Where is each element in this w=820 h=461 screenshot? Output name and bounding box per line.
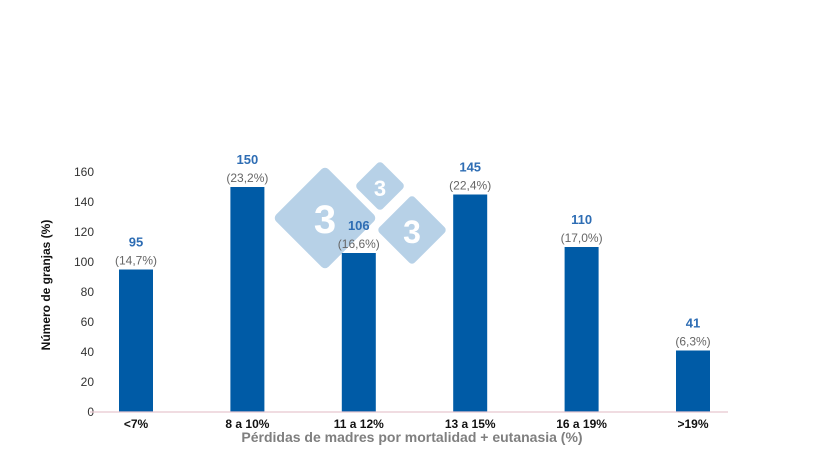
watermark-digit: 3: [314, 198, 336, 242]
x-axis-label: Pérdidas de madres por mortalidad + euta…: [241, 429, 582, 445]
watermark-diamond-medium: [378, 196, 446, 264]
y-tick-label: 20: [81, 375, 95, 389]
y-tick-label: 80: [81, 285, 95, 299]
watermark-diamond-large: [274, 167, 376, 269]
y-axis-label: Número de granjas (%): [39, 220, 53, 351]
bar: [119, 269, 153, 412]
watermark-logo: 3 3 3: [274, 162, 446, 269]
watermark-digit: 3: [403, 214, 421, 250]
bar: [341, 253, 376, 412]
bar-value-label: 150: [237, 152, 259, 167]
bar-value-label: 145: [459, 160, 481, 175]
y-tick-label: 120: [74, 225, 94, 239]
bar-percent-label: (17,0%): [561, 231, 603, 245]
watermark-diamond-small: [356, 162, 404, 210]
y-tick-label: 40: [81, 345, 95, 359]
x-tick-label: <7%: [124, 417, 149, 431]
bar-percent-label: (16,6%): [338, 237, 380, 251]
x-tick-label: 16 a 19%: [556, 417, 607, 431]
bar: [564, 247, 599, 412]
y-tick-label: 140: [74, 195, 94, 209]
bar: [453, 194, 488, 412]
bar-percent-label: (23,2%): [226, 171, 268, 185]
bar: [230, 187, 265, 412]
watermark-digit: 3: [374, 176, 386, 201]
x-tick-label: 11 a 12%: [334, 417, 384, 431]
bar: [676, 350, 710, 412]
bar-value-label: 106: [348, 218, 370, 233]
bar-percent-label: (14,7%): [115, 254, 157, 268]
bar-value-label: 95: [129, 235, 143, 250]
y-tick-label: 100: [74, 255, 94, 269]
bar-percent-label: (6,3%): [675, 335, 710, 349]
bar-value-label: 41: [686, 316, 700, 331]
x-tick-label: >19%: [677, 417, 708, 431]
y-tick-label: 60: [81, 315, 95, 329]
x-tick-label: 8 a 10%: [225, 417, 269, 431]
y-tick-label: 160: [74, 165, 94, 179]
bar-value-label: 110: [571, 212, 592, 227]
x-tick-label: 13 a 15%: [445, 417, 496, 431]
bar-percent-label: (22,4%): [449, 179, 491, 193]
